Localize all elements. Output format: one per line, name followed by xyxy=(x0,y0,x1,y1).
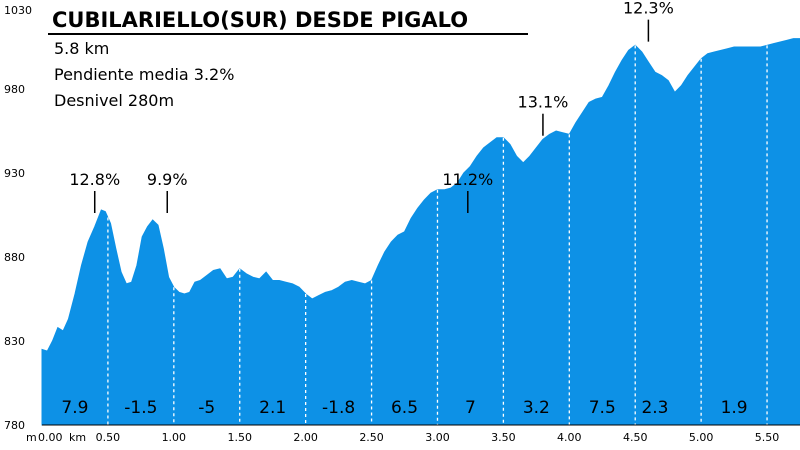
segment-gradient-label: 7.9 xyxy=(61,398,88,418)
x-tick-label: 1.00 xyxy=(162,431,187,444)
x-tick-label: 1.50 xyxy=(227,431,252,444)
elevation-area xyxy=(41,38,800,426)
segment-gradient-label: 6.5 xyxy=(391,398,418,418)
info-average-gradient: Pendiente media 3.2% xyxy=(54,65,234,84)
y-tick-label: 880 xyxy=(4,251,25,264)
y-tick-label: 930 xyxy=(4,167,25,180)
y-tick-label: 980 xyxy=(4,83,25,96)
segment-gradient-label: 1.9 xyxy=(721,398,748,418)
x-tick-label: 2.50 xyxy=(359,431,384,444)
segment-divider-layer xyxy=(107,45,768,425)
info-panel: CUBILARIELLO(SUR) DESDE PIGALO 5.8 km Pe… xyxy=(48,8,528,110)
info-distance: 5.8 km xyxy=(54,39,109,58)
chart-title: CUBILARIELLO(SUR) DESDE PIGALO xyxy=(52,8,468,32)
segment-gradient-label: 3.2 xyxy=(523,398,550,418)
x-tick-label: 4.50 xyxy=(623,431,648,444)
y-tick-label: 830 xyxy=(4,335,25,348)
segment-gradient-label: 7.5 xyxy=(589,398,616,418)
x-tick-labels: m km 0.00 0.50 1.00 1.50 2.00 2.50 3.00 3.50 4.0… xyxy=(26,431,779,444)
x-tick-label: 3.50 xyxy=(491,431,516,444)
segment-gradient-label: -1.8 xyxy=(322,398,355,418)
x-tick-label: 0.00 xyxy=(38,431,63,444)
x-tick-label: 4.00 xyxy=(557,431,582,444)
segment-gradient-label: 2.1 xyxy=(259,398,286,418)
peak-gradient-label: 12.3% xyxy=(623,0,674,18)
y-tick-label: 780 xyxy=(4,419,25,432)
y-tick-labels: 780 830 880 930 980 1030 xyxy=(4,4,32,432)
segment-gradient-label: 2.3 xyxy=(641,398,668,418)
peak-gradient-label: 13.1% xyxy=(518,93,569,112)
x-axis-unit-label: km xyxy=(69,431,86,444)
segment-gradient-label: 7 xyxy=(465,398,476,418)
profile-area-layer xyxy=(41,38,800,426)
x-axis-prefix-label: m xyxy=(26,431,37,444)
segment-gradient-label: -1.5 xyxy=(124,398,157,418)
x-tick-label: 0.50 xyxy=(96,431,121,444)
x-tick-label: 2.00 xyxy=(293,431,318,444)
x-tick-label: 3.00 xyxy=(425,431,450,444)
x-tick-label: 5.00 xyxy=(689,431,714,444)
peak-gradient-label: 9.9% xyxy=(147,170,188,189)
info-elevation-gain: Desnivel 280m xyxy=(54,91,174,110)
segment-gradient-labels: 7.9 -1.5 -5 2.1 -1.8 6.5 7 3.2 7.5 2.3 1.9 xyxy=(61,398,747,418)
peak-gradient-label: 12.8% xyxy=(69,170,120,189)
peak-gradient-labels: 12.8% 9.9% 11.2% 13.1% 12.3% xyxy=(69,0,674,213)
x-tick-label: 5.50 xyxy=(755,431,780,444)
peak-gradient-label: 11.2% xyxy=(442,170,493,189)
segment-gradient-label: -5 xyxy=(198,398,215,418)
y-tick-label: 1030 xyxy=(4,4,32,17)
